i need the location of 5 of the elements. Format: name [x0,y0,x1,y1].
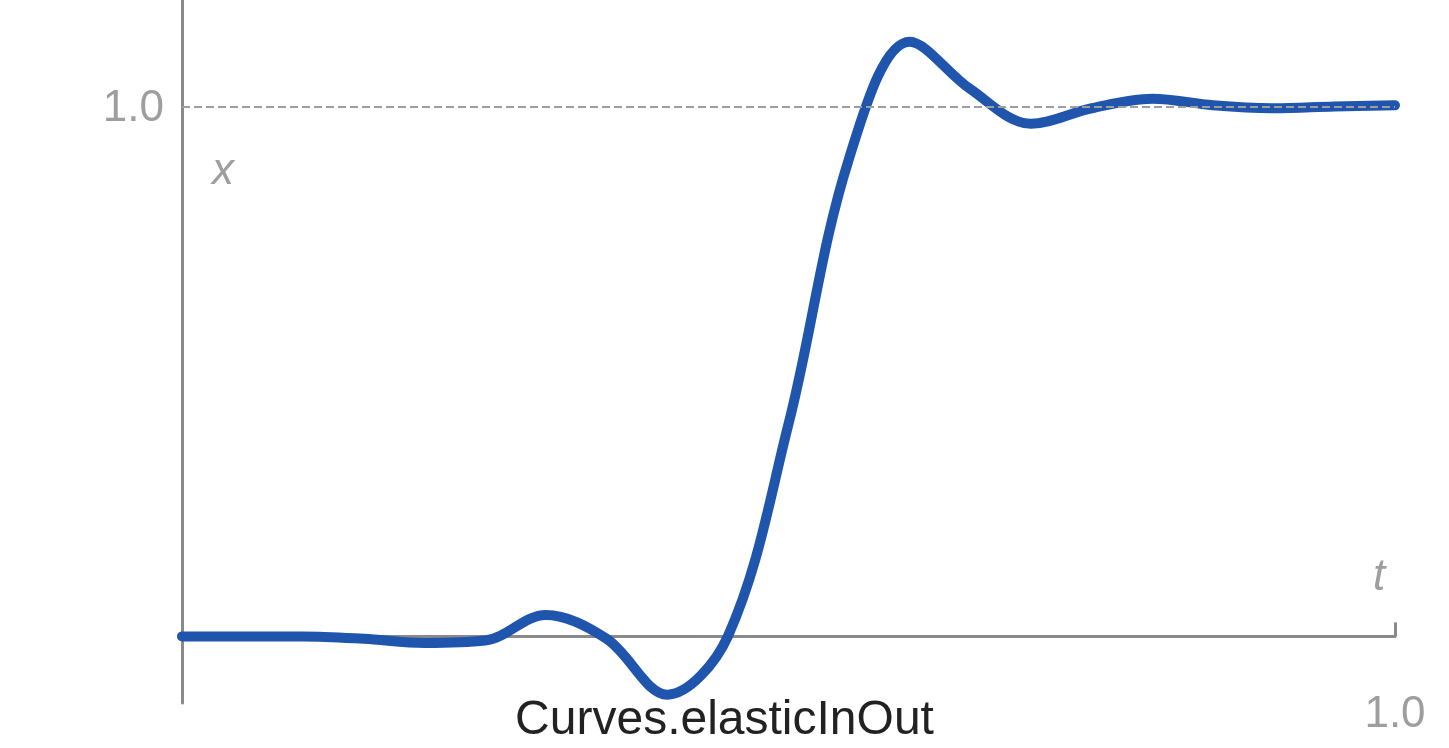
text: Curves.elasticInOut [515,690,934,744]
x-axis-title: t [1373,549,1387,599]
annotation: 1.0 [1364,686,1426,736]
y-axis-title: x [210,143,236,193]
text: 1.0 [102,80,164,130]
